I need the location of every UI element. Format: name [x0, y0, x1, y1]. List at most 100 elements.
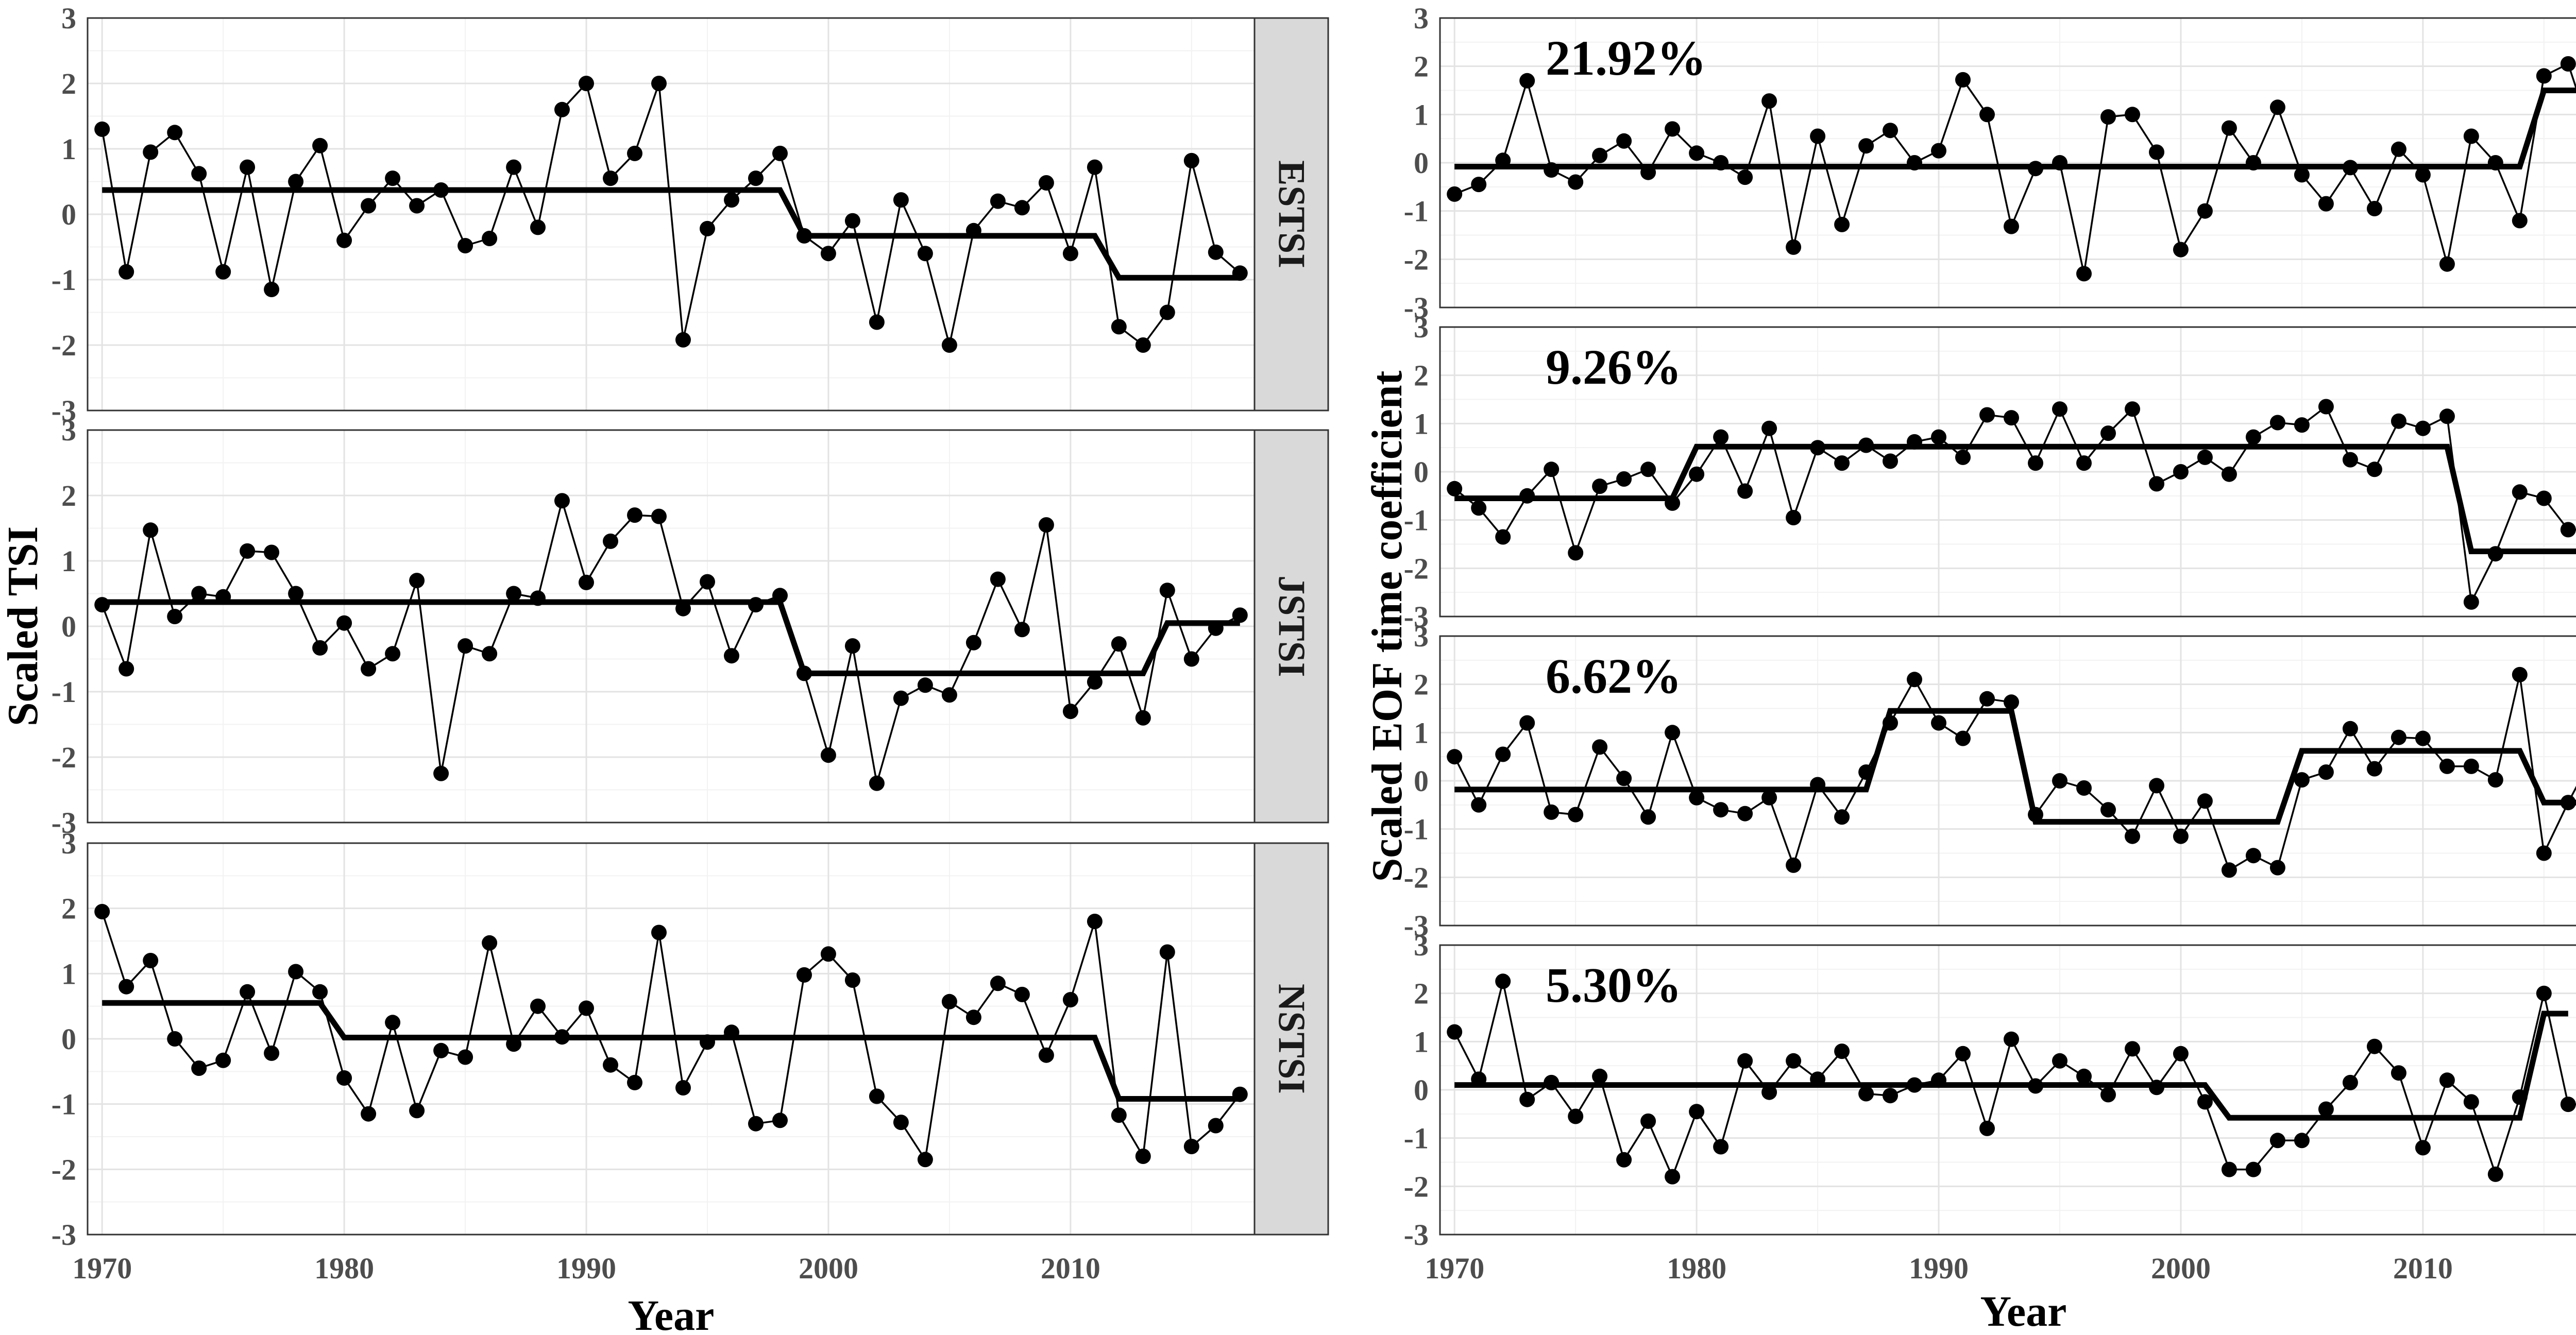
data-point-eof1 [2415, 167, 2431, 183]
data-point-estsi [240, 159, 256, 175]
data-point-nstsi [554, 1029, 570, 1045]
data-point-jstsi [1087, 674, 1103, 690]
data-point-nstsi [361, 1106, 377, 1122]
data-point-eof3 [2318, 764, 2334, 780]
data-point-jstsi [1208, 620, 1224, 636]
data-point-eof1 [1955, 72, 1971, 88]
data-point-jstsi [1014, 622, 1030, 638]
data-point-jstsi [917, 677, 933, 693]
frame-layer [87, 17, 2576, 1236]
y-tick-label: -2 [1404, 1170, 1429, 1203]
y-tick-label: 1 [61, 957, 76, 990]
data-point-eof4 [1786, 1053, 1802, 1069]
data-point-eof3 [2245, 848, 2261, 864]
y-tick-label: 0 [1414, 146, 1429, 180]
data-point-nstsi [530, 998, 546, 1014]
data-point-nstsi [941, 994, 957, 1009]
data-point-jstsi [724, 648, 739, 664]
y-tick-label: 2 [1414, 50, 1429, 83]
y-tick-label: 1 [1414, 407, 1429, 440]
data-point-eof2 [1616, 471, 1632, 487]
data-point-jstsi [941, 687, 957, 703]
regime-mean-line-eof4 [1454, 1011, 2568, 1121]
data-point-nstsi [700, 1034, 715, 1050]
data-point-estsi [361, 198, 377, 214]
data-point-nstsi [965, 1009, 981, 1025]
y-tick-label: -1 [1404, 813, 1429, 846]
data-point-nstsi [433, 1042, 449, 1058]
y-tick-label: 2 [1414, 359, 1429, 392]
data-point-eof4 [1640, 1113, 1656, 1129]
y-tick-label: 1 [61, 132, 76, 166]
data-point-nstsi [288, 964, 304, 980]
data-point-eof2 [1931, 429, 1946, 445]
data-point-eof2 [1713, 429, 1729, 445]
data-point-eof1 [2463, 128, 2479, 144]
data-point-estsi [433, 182, 449, 198]
data-point-nstsi [724, 1024, 739, 1040]
data-point-nstsi [893, 1115, 909, 1131]
data-point-eof1 [1665, 121, 1681, 137]
data-point-eof3 [2487, 772, 2503, 788]
data-point-jstsi [844, 638, 860, 654]
y-axis-title: Scaled EOF time coefficient [1363, 371, 1411, 882]
data-point-jstsi [433, 765, 449, 781]
data-point-eof4 [2366, 1038, 2382, 1054]
data-point-estsi [651, 76, 667, 91]
data-point-estsi [965, 222, 981, 238]
data-point-estsi [627, 145, 642, 161]
data-point-eof3 [1616, 771, 1632, 786]
data-point-eof3 [1568, 807, 1584, 823]
y-tick-label: 0 [61, 198, 76, 231]
data-point-nstsi [796, 967, 812, 983]
data-point-estsi [1087, 159, 1103, 175]
data-point-eof3 [1592, 739, 1608, 755]
data-point-eof1 [1447, 186, 1463, 202]
data-point-jstsi [1038, 517, 1054, 533]
data-point-estsi [554, 101, 570, 117]
data-point-eof1 [1761, 93, 1777, 109]
data-point-eof4 [1979, 1120, 1995, 1136]
data-point-jstsi [312, 640, 328, 656]
data-point-eof3 [2415, 730, 2431, 746]
strip-label-estsi: ESTSI [1270, 160, 1313, 268]
data-point-estsi [312, 138, 328, 153]
y-tick-label: 3 [61, 827, 76, 860]
data-point-nstsi [1062, 992, 1078, 1007]
data-point-eof1 [1592, 147, 1608, 163]
y-tick-label: 3 [61, 414, 76, 447]
data-point-eof3 [2221, 862, 2237, 878]
data-point-eof2 [1640, 461, 1656, 477]
y-tick-label: 3 [1414, 2, 1429, 35]
data-point-eof2 [2536, 490, 2552, 506]
data-point-jstsi [215, 589, 231, 605]
data-point-nstsi [1183, 1139, 1199, 1154]
data-point-eof1 [2221, 120, 2237, 136]
data-point-eof4 [2173, 1046, 2189, 1062]
data-point-eof2 [2245, 429, 2261, 445]
data-point-eof1 [2391, 141, 2406, 157]
data-point-eof3 [2197, 793, 2213, 809]
data-point-estsi [1208, 244, 1224, 260]
y-tick-label: -3 [1404, 600, 1429, 634]
variance-annotation-eof2: 9.26% [1546, 339, 1682, 395]
data-point-eof3 [1907, 672, 1922, 688]
data-point-eof2 [2391, 413, 2406, 429]
data-point-eof1 [1568, 174, 1584, 190]
data-point-jstsi [1135, 710, 1151, 726]
x-tick-label: 1990 [1909, 1252, 1969, 1285]
data-point-eof4 [2342, 1074, 2358, 1090]
data-point-nstsi [264, 1045, 280, 1061]
y-tick-label: 3 [61, 2, 76, 35]
data-point-eof3 [1786, 857, 1802, 873]
data-point-eof4 [2125, 1041, 2140, 1057]
data-point-eof2 [2463, 594, 2479, 610]
data-point-jstsi [1183, 651, 1199, 667]
data-point-estsi [1062, 246, 1078, 262]
data-point-eof1 [2149, 144, 2164, 160]
y-tick-label: -2 [52, 329, 76, 362]
data-point-eof2 [1495, 529, 1511, 545]
data-point-eof1 [1786, 239, 1802, 255]
data-point-jstsi [94, 597, 110, 613]
